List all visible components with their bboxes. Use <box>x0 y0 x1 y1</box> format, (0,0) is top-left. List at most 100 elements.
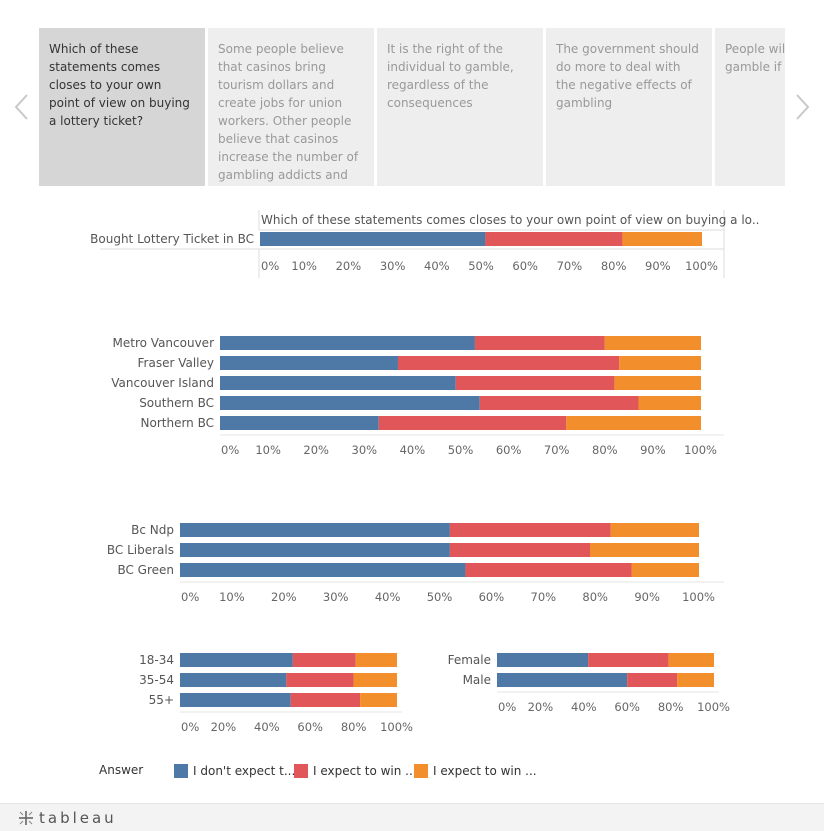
category-label: Metro Vancouver <box>113 336 215 350</box>
bar-segment[interactable] <box>220 376 456 390</box>
legend-item[interactable]: I don't expect t... <box>174 762 295 780</box>
x-tick-label: 100% <box>684 443 717 457</box>
footer-bar: tableau <box>0 803 824 831</box>
x-tick-label: 20% <box>528 700 554 714</box>
bar-segment[interactable] <box>627 673 678 687</box>
category-label: Female <box>448 653 491 667</box>
x-tick-label: 40% <box>400 443 426 457</box>
x-tick-label: 50% <box>427 590 453 604</box>
bar-segment[interactable] <box>220 416 379 430</box>
x-tick-label: 90% <box>634 590 660 604</box>
x-tick-label: 90% <box>640 443 666 457</box>
bar-segment[interactable] <box>614 376 701 390</box>
x-tick-label: 30% <box>323 590 349 604</box>
bar-segment[interactable] <box>220 356 398 370</box>
bar-segment[interactable] <box>465 563 632 577</box>
chart-overall: Which of these statements comes closes t… <box>90 210 759 278</box>
x-tick-label: 90% <box>645 259 671 273</box>
x-tick-label: 60% <box>297 720 323 734</box>
legend-label: I expect to win ... <box>433 764 537 778</box>
x-tick-label: 10% <box>291 259 317 273</box>
bar-segment[interactable] <box>497 653 589 667</box>
x-tick-label: 80% <box>658 700 684 714</box>
bar-segment[interactable] <box>360 693 397 707</box>
bar-segment[interactable] <box>220 396 480 410</box>
question-card-text: People will find ways to gamble if it wa… <box>725 42 785 74</box>
bar-segment[interactable] <box>286 673 354 687</box>
bar-segment[interactable] <box>631 563 699 577</box>
x-tick-label: 10% <box>219 590 245 604</box>
bar-segment[interactable] <box>220 336 475 350</box>
bar-segment[interactable] <box>590 543 699 557</box>
bar-segment[interactable] <box>292 653 356 667</box>
category-label: 55+ <box>149 693 174 707</box>
legend-item[interactable]: I expect to win ... <box>294 762 417 780</box>
x-tick-label: 70% <box>544 443 570 457</box>
chevron-left-icon[interactable] <box>10 92 32 122</box>
legend-label: I don't expect t... <box>193 764 296 778</box>
bar-segment[interactable] <box>677 673 714 687</box>
bar-segment[interactable] <box>604 336 701 350</box>
tableau-wordmark: tableau <box>39 809 117 827</box>
question-card[interactable]: It is the right of the individual to gam… <box>377 28 543 186</box>
bar-segment[interactable] <box>290 693 361 707</box>
bar-segment[interactable] <box>180 693 291 707</box>
question-card-active[interactable]: Which of these statements comes closes t… <box>39 28 205 186</box>
question-card-text: Which of these statements comes closes t… <box>49 42 190 128</box>
bar-segment[interactable] <box>610 523 699 537</box>
bar-segment[interactable] <box>260 232 486 246</box>
x-tick-label: 20% <box>271 590 297 604</box>
x-tick-label: 0% <box>181 720 199 734</box>
x-tick-label: 20% <box>336 259 362 273</box>
bar-segment[interactable] <box>485 232 623 246</box>
legend-title: Answer <box>99 763 144 777</box>
bar-segment[interactable] <box>588 653 669 667</box>
bar-segment[interactable] <box>455 376 615 390</box>
x-tick-label: 50% <box>448 443 474 457</box>
category-label: Northern BC <box>141 416 215 430</box>
bar-segment[interactable] <box>449 543 591 557</box>
question-card-text: Some people believe that casinos bring t… <box>218 42 359 182</box>
bar-segment[interactable] <box>180 523 450 537</box>
question-card[interactable]: People will find ways to gamble if it wa… <box>715 28 785 186</box>
x-tick-label: 40% <box>571 700 597 714</box>
x-tick-label: 100% <box>685 259 718 273</box>
bar-segment[interactable] <box>566 416 701 430</box>
question-card-text: The government should do more to deal wi… <box>556 42 699 110</box>
chart-title: Which of these statements comes closes t… <box>261 213 759 227</box>
bar-segment[interactable] <box>668 653 714 667</box>
category-label: Male <box>463 673 491 687</box>
bar-segment[interactable] <box>180 673 287 687</box>
tableau-logo[interactable]: tableau <box>16 808 117 828</box>
legend-label: I expect to win ... <box>313 764 417 778</box>
category-label: BC Green <box>117 563 174 577</box>
category-label: 35-54 <box>139 673 174 687</box>
bar-segment[interactable] <box>622 232 702 246</box>
x-tick-label: 10% <box>255 443 281 457</box>
bar-segment[interactable] <box>497 673 628 687</box>
bar-segment[interactable] <box>353 673 397 687</box>
bar-segment[interactable] <box>355 653 397 667</box>
x-tick-label: 20% <box>211 720 237 734</box>
bar-segment[interactable] <box>638 396 701 410</box>
question-card[interactable]: The government should do more to deal wi… <box>546 28 712 186</box>
bar-segment[interactable] <box>474 336 605 350</box>
charts-canvas: Which of these statements comes closes t… <box>90 210 759 734</box>
x-tick-label: 60% <box>614 700 640 714</box>
chevron-right-icon[interactable] <box>792 92 814 122</box>
bar-segment[interactable] <box>397 356 620 370</box>
question-card[interactable]: Some people believe that casinos bring t… <box>208 28 374 186</box>
bar-segment[interactable] <box>449 523 611 537</box>
legend-item[interactable]: I expect to win ... <box>414 762 537 780</box>
bar-segment[interactable] <box>180 543 450 557</box>
bar-segment[interactable] <box>180 563 466 577</box>
bar-segment[interactable] <box>180 653 293 667</box>
chart-party: Bc Ndp BC Liberals BC Green 0% 10% 20% 30% 40% 5… <box>107 523 724 604</box>
legend: Answer I don't expect t... I expect to w… <box>99 762 599 780</box>
x-tick-label: 100% <box>682 590 715 604</box>
bar-segment[interactable] <box>479 396 639 410</box>
question-card-text: It is the right of the individual to gam… <box>387 42 514 110</box>
bar-segment[interactable] <box>619 356 701 370</box>
bar-segment[interactable] <box>378 416 567 430</box>
x-tick-label: 100% <box>697 700 730 714</box>
